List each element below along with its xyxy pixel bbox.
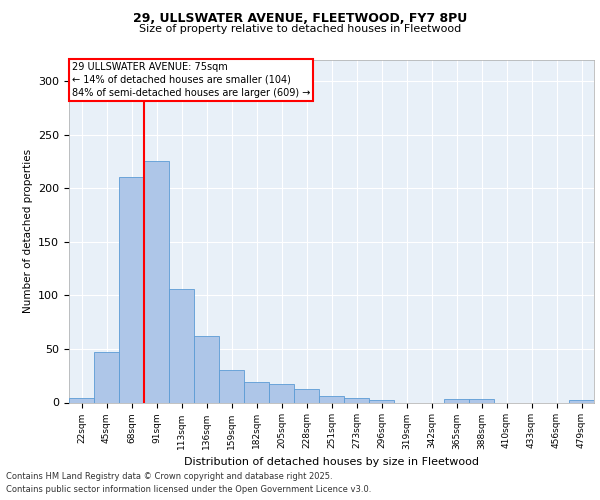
Bar [94, 352, 119, 403]
Text: Contains HM Land Registry data © Crown copyright and database right 2025.: Contains HM Land Registry data © Crown c… [6, 472, 332, 481]
X-axis label: Distribution of detached houses by size in Fleetwood: Distribution of detached houses by size … [184, 457, 479, 467]
Bar [69, 398, 94, 402]
Bar [219, 370, 244, 402]
Bar [569, 400, 594, 402]
Bar [119, 176, 144, 402]
Text: 29 ULLSWATER AVENUE: 75sqm
← 14% of detached houses are smaller (104)
84% of sem: 29 ULLSWATER AVENUE: 75sqm ← 14% of deta… [71, 62, 310, 98]
Bar [369, 400, 394, 402]
Bar [194, 336, 219, 402]
Bar [469, 400, 494, 402]
Bar [144, 160, 169, 402]
Bar [244, 382, 269, 402]
Bar [169, 289, 194, 403]
Y-axis label: Number of detached properties: Number of detached properties [23, 149, 32, 314]
Bar [344, 398, 369, 402]
Bar [444, 400, 469, 402]
Bar [294, 388, 319, 402]
Text: Size of property relative to detached houses in Fleetwood: Size of property relative to detached ho… [139, 24, 461, 34]
Text: Contains public sector information licensed under the Open Government Licence v3: Contains public sector information licen… [6, 485, 371, 494]
Text: 29, ULLSWATER AVENUE, FLEETWOOD, FY7 8PU: 29, ULLSWATER AVENUE, FLEETWOOD, FY7 8PU [133, 12, 467, 26]
Bar [319, 396, 344, 402]
Bar [269, 384, 294, 402]
